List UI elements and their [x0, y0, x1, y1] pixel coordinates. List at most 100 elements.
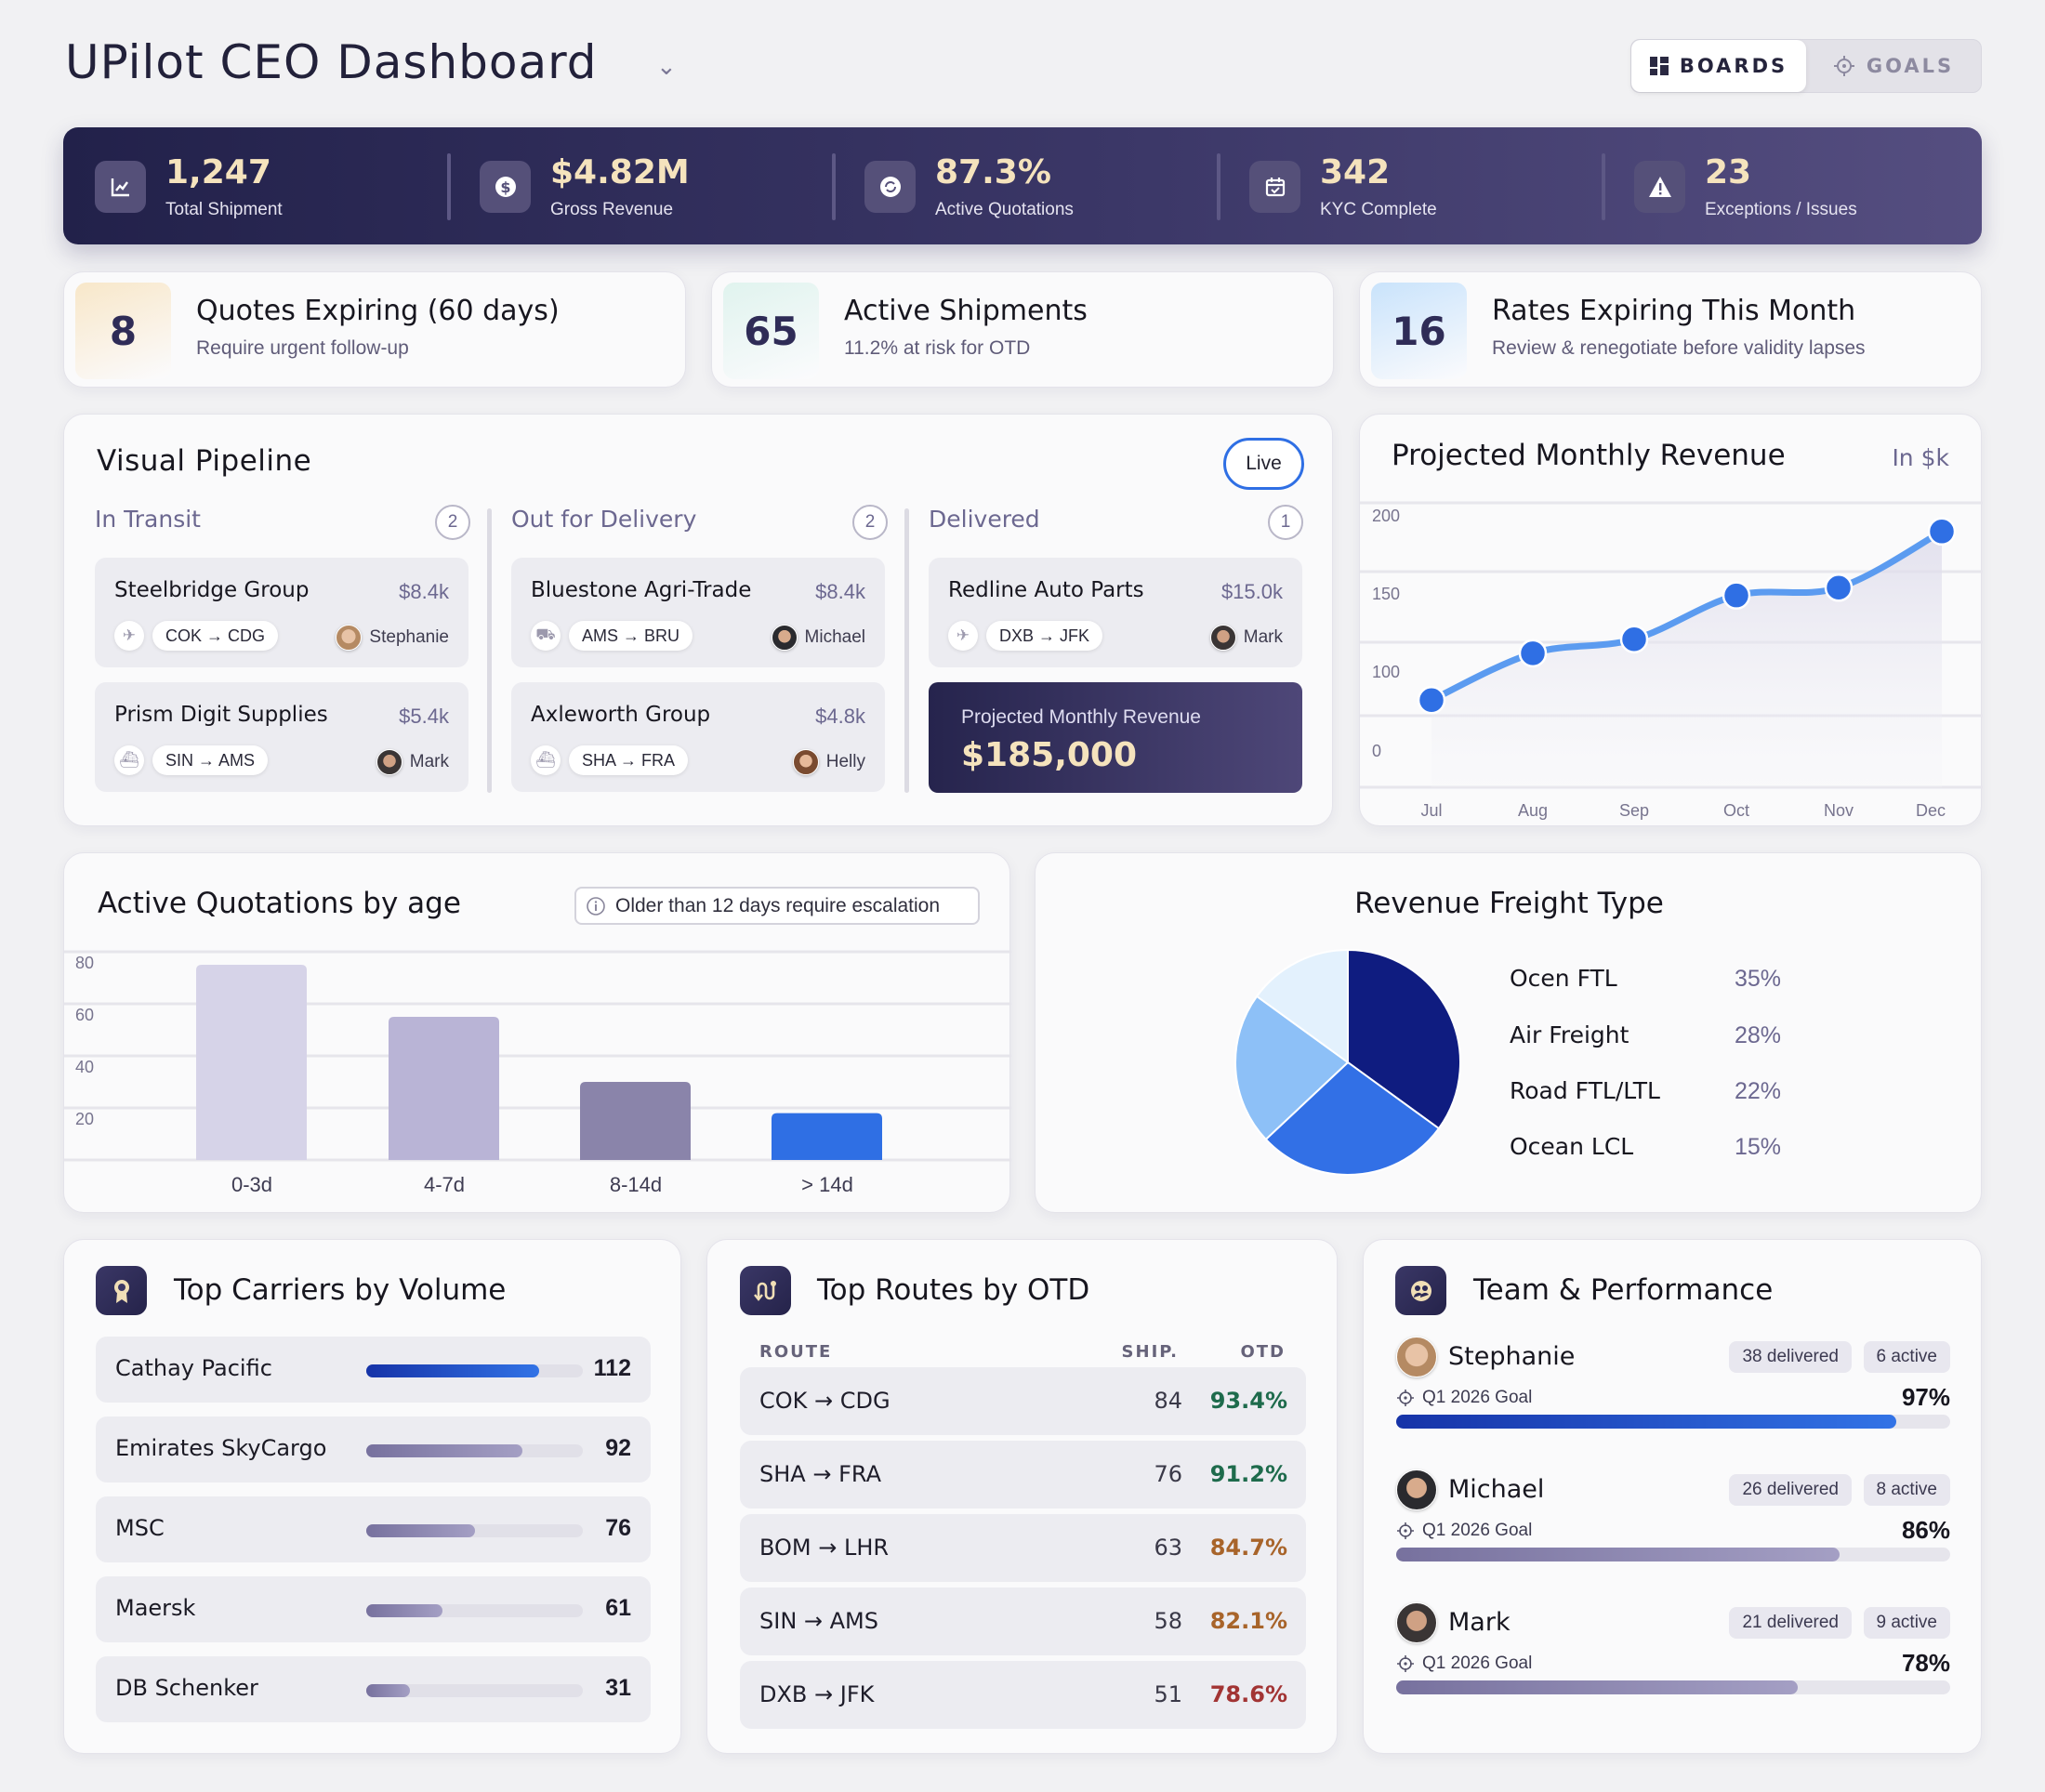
pipeline-column-in-transit: In Transit — [95, 506, 201, 533]
owner[interactable]: Mark — [376, 749, 449, 775]
route-name: DXB → JFK — [759, 1681, 875, 1707]
carrier-row[interactable]: MSC 76 — [96, 1496, 651, 1562]
kpi-divider — [1217, 153, 1220, 220]
kpi-active-quotations: 87.3% Active Quotations — [864, 153, 1199, 219]
legend-value: 22% — [1735, 1078, 1781, 1104]
summary-card[interactable]: 16 Rates Expiring This Month Review & rene… — [1359, 271, 1982, 388]
y-tick-label: 40 — [75, 1058, 94, 1076]
carrier-row[interactable]: Cathay Pacific 112 — [96, 1337, 651, 1403]
goal-percent: 97% — [1901, 1383, 1950, 1411]
warning-icon — [1634, 161, 1685, 213]
bar-chart: 80 60 40 20 0-3d 4-7d 8-14d > 14d — [64, 950, 1011, 1196]
pipeline-card[interactable]: Steelbridge Group $8.4k ✈ COK → CDG Stephani… — [95, 558, 468, 667]
route-name: COK → CDG — [759, 1388, 891, 1414]
kpi-label: Exceptions / Issues — [1705, 200, 1857, 219]
route-row[interactable]: DXB → JFK 51 78.6% — [740, 1661, 1306, 1729]
owner-name: Mark — [1243, 627, 1283, 647]
company-name: Axleworth Group — [531, 703, 711, 727]
kpi-total-shipment: 1,247 Total Shipment — [95, 153, 429, 219]
kpi-label: Active Quotations — [935, 200, 1074, 219]
legend-label: Ocean LCL — [1510, 1133, 1633, 1160]
carrier-name: Maersk — [115, 1595, 196, 1621]
data-point-dec — [1927, 517, 1957, 547]
ship-icon: ⛴ — [531, 745, 561, 775]
chevron-down-icon[interactable]: ⌄ — [656, 52, 677, 80]
route-name: SIN → AMS — [759, 1608, 878, 1634]
y-tick-label: 20 — [75, 1110, 94, 1128]
route-pill: COK → CDG — [152, 621, 279, 651]
team-member-michael[interactable]: Michael 26 delivered 8 active Q1 2026 Goal 8… — [1396, 1469, 1950, 1581]
carrier-row[interactable]: Maersk 61 — [96, 1576, 651, 1642]
column-count-badge: 2 — [852, 505, 888, 540]
y-tick-label: 200 — [1372, 507, 1400, 525]
team-title: Team & Performance — [1473, 1273, 1774, 1307]
route-row[interactable]: COK → CDG 84 93.4% — [740, 1367, 1306, 1435]
kpi-exceptions-issues: 23 Exceptions / Issues — [1634, 153, 1969, 219]
pipeline-card[interactable]: Bluestone Agri-Trade $8.4k ⛟ AMS → BRU Micha… — [511, 558, 885, 667]
x-tick-label: Dec — [1916, 801, 1946, 820]
route-shipments: 76 — [1154, 1461, 1182, 1487]
quotations-by-age-card: Active Quotations by age Older than 12 d… — [63, 852, 1011, 1213]
owner[interactable]: Mark — [1209, 625, 1283, 651]
team-performance-card: Team & Performance Stephanie 38 delivered… — [1363, 1239, 1982, 1754]
route-pill: SIN → AMS — [152, 745, 269, 775]
pipeline-column-out-for-delivery: Out for Delivery — [511, 506, 697, 533]
company-name: Prism Digit Supplies — [114, 703, 328, 727]
data-point-jul — [1417, 685, 1446, 715]
dollar-icon: $ — [480, 161, 531, 213]
legend-value: 28% — [1735, 1022, 1781, 1048]
owner[interactable]: Stephanie — [336, 625, 449, 651]
boards-button[interactable]: BOARDS — [1631, 40, 1806, 92]
truck-icon: ⛟ — [531, 621, 561, 651]
line-chart: 200 150 100 0 Jul Aug Sep Oct Nov Dec — [1360, 501, 1983, 820]
goals-button[interactable]: GOALS — [1806, 40, 1981, 92]
bar-47d — [389, 1017, 499, 1160]
owner[interactable]: Michael — [771, 625, 865, 651]
route-name: BOM → LHR — [759, 1535, 890, 1561]
x-tick-label: Oct — [1723, 801, 1749, 820]
active-badge: 8 active — [1863, 1474, 1950, 1506]
route-row[interactable]: SIN → AMS 58 82.1% — [740, 1588, 1306, 1655]
summary-card[interactable]: 65 Active Shipments 11.2% at risk for OTD — [711, 271, 1334, 388]
x-tick-label: > 14d — [801, 1173, 853, 1196]
team-member-mark[interactable]: Mark 21 delivered 9 active Q1 2026 Goal 78% — [1396, 1602, 1950, 1714]
kpi-divider — [832, 153, 836, 220]
ship-icon: ⛴ — [114, 745, 144, 775]
goal-progress-bar — [1396, 1680, 1950, 1694]
carrier-volume: 76 — [605, 1515, 631, 1541]
avatar — [771, 625, 798, 651]
deal-amount: $15.0k — [1220, 580, 1283, 603]
y-tick-label: 60 — [75, 1006, 94, 1024]
deal-amount: $5.4k — [399, 705, 449, 728]
carrier-row[interactable]: Emirates SkyCargo 92 — [96, 1416, 651, 1482]
goal-label: Q1 2026 Goal — [1422, 1388, 1533, 1407]
team-icon — [1395, 1266, 1446, 1315]
pipeline-card[interactable]: Prism Digit Supplies $5.4k ⛴ SIN → AMS Mark — [95, 682, 468, 792]
owner[interactable]: Helly — [792, 749, 865, 775]
top-carriers-card: Top Carriers by Volume Cathay Pacific 112… — [63, 1239, 681, 1754]
deal-amount: $8.4k — [815, 580, 865, 603]
route-pill: SHA → FRA — [569, 745, 689, 775]
calendar-check-icon — [1249, 161, 1300, 213]
goal-progress-bar — [1396, 1415, 1950, 1429]
legend-label: Road FTL/LTL — [1510, 1077, 1660, 1104]
summary-subtitle: 11.2% at risk for OTD — [844, 337, 1031, 359]
legend-value: 35% — [1735, 966, 1781, 992]
live-badge[interactable]: Live — [1223, 438, 1304, 490]
carrier-row[interactable]: DB Schenker 31 — [96, 1656, 651, 1722]
deal-amount: $8.4k — [399, 580, 449, 603]
goals-label: GOALS — [1866, 55, 1955, 77]
team-member-stephanie[interactable]: Stephanie 38 delivered 6 active Q1 2026 Goa… — [1396, 1337, 1950, 1448]
goal-progress-fill — [1396, 1680, 1799, 1694]
kpi-divider — [1602, 153, 1605, 220]
route-row[interactable]: SHA → FRA 76 91.2% — [740, 1441, 1306, 1509]
target-icon — [1396, 1522, 1415, 1545]
line-chart-title: Projected Monthly Revenue — [1392, 439, 1786, 472]
route-row[interactable]: BOM → LHR 63 84.7% — [740, 1514, 1306, 1582]
chart-icon — [95, 161, 146, 213]
summary-card[interactable]: 8 Quotes Expiring (60 days) Require urgent… — [63, 271, 686, 388]
pipeline-card[interactable]: Axleworth Group $4.8k ⛴ SHA → FRA Helly — [511, 682, 885, 792]
line-chart-unit: In $k — [1892, 444, 1949, 471]
target-icon — [1833, 56, 1854, 76]
pipeline-card[interactable]: Redline Auto Parts $15.0k ✈ DXB → JFK Mark — [929, 558, 1302, 667]
